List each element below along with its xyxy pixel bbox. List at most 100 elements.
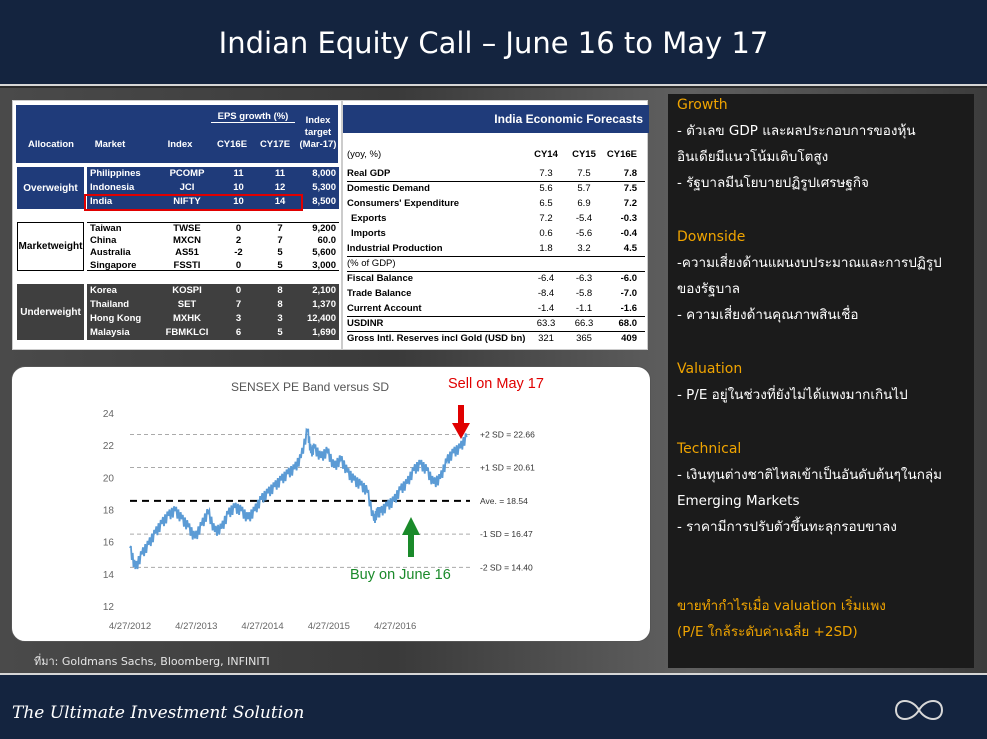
section-text-line: อินเดียมีแนวโน้มเติบโตสูง [677,149,829,165]
y-tick-label: 16 [103,538,115,549]
chart-svg: SENSEX PE Band versus SD 12 14 16 18 20 22 24 4/… [103,376,544,632]
allocation-cell: MXHK [173,313,201,324]
forecast-cell: 68.0 [618,318,638,329]
section-heading-downside: Downside [677,229,746,245]
buy-arrow-icon [402,517,420,557]
forecast-cell: -5.4 [575,213,593,224]
forecast-cell: -6.4 [537,273,555,284]
forecast-row: Imports 0.6 -5.6 -0.4 [347,226,645,241]
section-text-line: - ความเสี่ยงด้านคุณภาพสินเชื่อ [677,307,859,323]
x-tick-label: 4/27/2015 [308,621,350,632]
sd-band-label: +1 SD = 20.61 [480,463,535,473]
allocation-cell: Philippines [90,168,141,179]
x-tick-label: 4/27/2016 [374,621,416,632]
forecast-cell: (% of GDP) [347,258,396,269]
allocation-cell: 12,400 [306,313,336,324]
allocation-cell: Korea [90,285,117,296]
forecast-cell [527,256,565,271]
x-tick-label: 4/27/2012 [109,621,151,632]
forecast-cell: 7.2 [623,198,637,209]
forecast-cell: Consumers' Expenditure [347,198,460,209]
forecast-cell: 0.6 [539,228,553,239]
forecast-cell: -1.1 [575,303,593,314]
allocation-cell: 3 [277,313,283,324]
allocation-cell: TWSE [173,223,201,234]
forecast-divider [347,256,645,257]
header-market: Market [94,139,126,150]
forecast-cell: 7.8 [623,168,637,179]
allocation-table: Allocation Market Index EPS growth (%) C… [12,100,342,350]
group-band-marketweight [87,222,339,271]
forecast-cell: 321 [538,333,554,344]
allocation-cell: Hong Kong [90,313,142,324]
forecast-cell [565,256,603,271]
allocation-cell: 8,000 [312,168,336,179]
allocation-cell: Indonesia [90,182,135,193]
forecast-cell: 5.7 [577,183,591,194]
forecast-table: India Economic Forecasts (yoy, %) CY14 C… [342,100,649,350]
allocation-cell: 1,690 [312,327,336,338]
allocation-cell: 12 [274,182,286,193]
section-text-line: - P/E อยู่ในช่วงที่ยังไม่ได้แพงมากเกินไป [677,387,908,403]
forecast-cell: 7.2 [539,213,553,224]
forecast-cell: 365 [576,333,592,344]
allocation-cell: AS51 [175,247,199,259]
allocation-cell: 5 [277,327,283,338]
forecast-cell: -5.8 [575,288,593,299]
forecast-cell: 6.9 [577,198,591,209]
conclusion-line: ขายทำกำไรเมื่อ valuation เริ่มแพง [677,598,886,614]
allocation-cell: China [90,235,117,247]
forecast-row: Consumers' Expenditure 6.5 6.9 7.2 [347,196,645,211]
forecast-divider [347,181,645,182]
header-index-target: Index target (Mar-17) [299,115,337,150]
sensex-pe-chart: SENSEX PE Band versus SD 12 14 16 18 20 22 24 4/… [11,366,651,642]
y-tick-label: 12 [103,602,115,613]
allocation-cell: 7 [277,223,283,234]
allocation-cell: 11 [274,168,286,179]
allocation-cell: 0 [235,259,242,271]
forecast-cell: -6.0 [620,273,637,284]
allocation-cell: 5 [277,247,283,259]
allocation-cell: JCI [179,182,195,193]
buy-annotation: Buy on June 16 [350,567,451,583]
allocation-cell: 7 [277,235,283,247]
allocation-row: China MXCN 2 7 60.0 [87,235,339,247]
allocation-row: Hong Kong MXHK 3 3 12,400 [87,313,339,325]
allocation-cell: FBMKLCI [165,327,209,338]
forecast-unit: (yoy, %) [347,149,382,160]
commentary-panel: Growth - ตัวเลข GDP และผลประกอบการของหุ้น… [668,94,974,668]
allocation-cell: 5,600 [312,247,336,259]
footer-tagline: The Ultimate Investment Solution [12,703,305,723]
allocation-table-header: Allocation Market Index EPS growth (%) C… [16,105,338,163]
forecast-cell: 5.6 [539,183,553,194]
forecast-cell: 7.5 [623,183,637,194]
forecast-cell: 4.5 [623,243,637,254]
allocation-row: Taiwan TWSE 0 7 9,200 [87,223,339,235]
forecast-row: (% of GDP) [347,256,645,271]
forecast-cell: 7.5 [577,168,591,179]
group-band-underweight [87,284,339,340]
forecast-row: Exports 7.2 -5.4 -0.3 [347,211,645,226]
allocation-cell: 14 [274,196,286,207]
group-label-underweight: Underweight [17,284,84,340]
forecast-cell: -0.3 [620,213,637,224]
allocation-cell: 10 [233,182,244,193]
allocation-row: Singapore FSSTI 0 5 3,000 [87,260,339,272]
header-cy16e: CY16E [216,139,248,150]
allocation-cell: 5,300 [312,182,336,193]
allocation-cell: 10 [233,196,244,207]
forecast-row: Domestic Demand 5.6 5.7 7.5 [347,181,645,196]
allocation-cell: Australia [90,247,131,259]
allocation-row: Australia AS51 -2 5 5,600 [87,247,339,259]
forecast-cell: Real GDP [347,168,391,179]
y-tick-label: 22 [103,441,115,452]
forecast-cell: Domestic Demand [347,183,430,194]
x-tick-label: 4/27/2014 [241,621,283,632]
allocation-cell: Singapore [90,259,137,271]
header-cy17e: CY17E [259,139,291,150]
section-heading-growth: Growth [677,97,728,113]
allocation-cell: KOSPI [172,285,202,296]
forecast-cell: Current Account [347,303,422,314]
conclusion-line: (P/E ใกล้ระดับค่าเฉลี่ย +2SD) [677,624,858,640]
allocation-cell: 11 [233,168,244,179]
